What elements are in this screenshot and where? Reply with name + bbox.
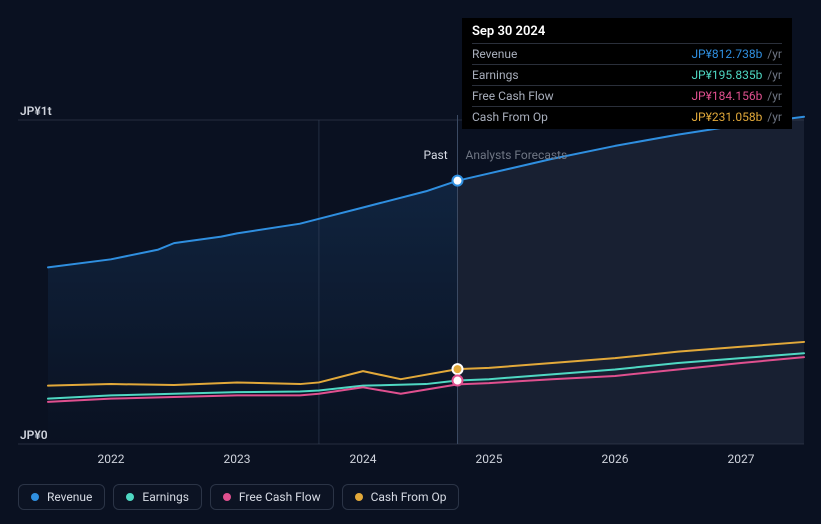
legend-item-free-cash-flow[interactable]: Free Cash Flow xyxy=(210,484,334,510)
x-tick: 2024 xyxy=(350,452,377,466)
tooltip-label: Earnings xyxy=(472,68,519,82)
legend-item-cash-from-op[interactable]: Cash From Op xyxy=(342,484,460,510)
tooltip-row-cfo: Cash From Op JP¥231.058b /yr xyxy=(472,106,782,127)
tooltip-row-earnings: Earnings JP¥195.835b /yr xyxy=(472,64,782,85)
x-tick: 2022 xyxy=(98,452,125,466)
legend-item-revenue[interactable]: Revenue xyxy=(18,484,105,510)
section-label-past: Past xyxy=(424,148,448,162)
legend-dot-icon xyxy=(126,493,134,501)
tooltip-unit: /yr xyxy=(767,68,782,82)
legend-dot-icon xyxy=(223,493,231,501)
chart-legend: Revenue Earnings Free Cash Flow Cash Fro… xyxy=(18,484,459,510)
x-tick: 2026 xyxy=(602,452,629,466)
section-label-future: Analysts Forecasts xyxy=(466,148,568,162)
tooltip-row-fcf: Free Cash Flow JP¥184.156b /yr xyxy=(472,85,782,106)
tooltip-label: Free Cash Flow xyxy=(472,89,554,103)
legend-label: Revenue xyxy=(47,490,92,504)
y-axis-label-top: JP¥1t xyxy=(20,104,52,118)
chart-tooltip: Sep 30 2024 Revenue JP¥812.738b /yr Earn… xyxy=(462,18,792,129)
tooltip-value: JP¥812.738b xyxy=(691,47,762,61)
tooltip-unit: /yr xyxy=(767,47,782,61)
tooltip-value: JP¥195.835b xyxy=(691,68,762,82)
tooltip-unit: /yr xyxy=(767,110,782,124)
tooltip-value: JP¥184.156b xyxy=(691,89,762,103)
tooltip-value: JP¥231.058b xyxy=(691,110,762,124)
legend-label: Earnings xyxy=(142,490,189,504)
legend-item-earnings[interactable]: Earnings xyxy=(113,484,202,510)
tooltip-row-revenue: Revenue JP¥812.738b /yr xyxy=(472,43,782,64)
tooltip-title: Sep 30 2024 xyxy=(472,24,782,39)
chart-container: { "chart": { "type": "line-area", "backg… xyxy=(0,0,821,524)
tooltip-label: Cash From Op xyxy=(472,110,548,124)
y-axis-label-bottom: JP¥0 xyxy=(20,428,48,442)
x-tick: 2023 xyxy=(224,452,251,466)
tooltip-label: Revenue xyxy=(472,47,517,61)
legend-label: Cash From Op xyxy=(371,490,447,504)
legend-label: Free Cash Flow xyxy=(239,490,321,504)
x-tick: 2027 xyxy=(728,452,755,466)
tooltip-unit: /yr xyxy=(767,89,782,103)
x-tick: 2025 xyxy=(476,452,503,466)
legend-dot-icon xyxy=(355,493,363,501)
legend-dot-icon xyxy=(31,493,39,501)
